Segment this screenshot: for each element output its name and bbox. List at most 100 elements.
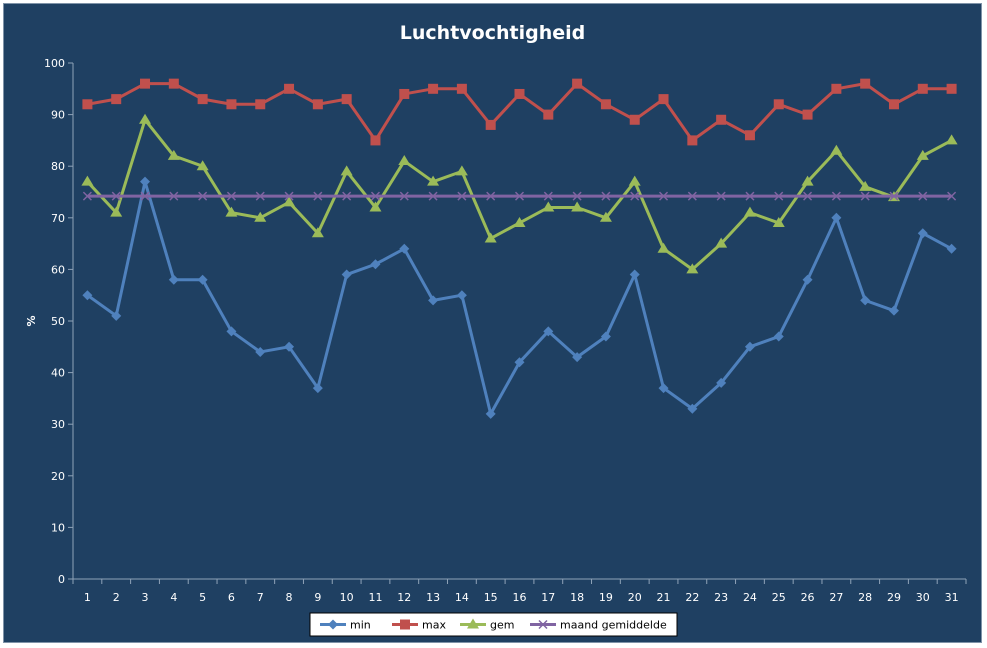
x-tick-label: 30	[916, 591, 930, 604]
data-point	[341, 269, 352, 280]
data-point	[686, 263, 699, 274]
data-point	[370, 191, 380, 201]
x-tick-label: 3	[142, 591, 149, 604]
x-tick-label: 24	[743, 591, 757, 604]
data-point	[600, 331, 611, 342]
data-point	[657, 242, 670, 253]
data-point	[226, 326, 237, 337]
legend-label: min	[350, 619, 371, 632]
series-line	[86, 180, 953, 416]
data-point	[772, 216, 785, 227]
data-point	[571, 201, 584, 212]
data-point	[917, 83, 928, 94]
data-point	[484, 232, 497, 243]
data-point	[542, 201, 555, 212]
x-tick-label: 13	[426, 591, 440, 604]
data-point	[398, 155, 411, 166]
data-point	[399, 88, 410, 99]
data-point	[543, 191, 553, 201]
series-maand-gemiddelde	[82, 191, 957, 201]
data-point	[254, 211, 267, 222]
legend-swatch-marker	[467, 618, 479, 629]
data-point	[167, 149, 180, 160]
data-point	[888, 99, 899, 110]
data-point	[659, 191, 669, 201]
data-point	[889, 191, 899, 201]
data-point	[831, 212, 842, 223]
data-point	[628, 175, 641, 186]
data-point	[255, 346, 266, 357]
data-point	[197, 274, 208, 285]
data-point	[513, 216, 526, 227]
data-point	[946, 83, 957, 94]
data-point	[831, 191, 841, 201]
data-point	[916, 149, 929, 160]
x-tick-label: 12	[397, 591, 411, 604]
data-point	[716, 191, 726, 201]
data-point	[600, 99, 611, 110]
data-point	[427, 175, 440, 186]
legend-swatch-marker	[538, 619, 548, 630]
x-tick-label: 5	[199, 591, 206, 604]
x-tick-label: 25	[772, 591, 786, 604]
x-tick-label: 21	[657, 591, 671, 604]
data-point	[140, 176, 151, 187]
y-tick-label: 50	[51, 315, 65, 328]
data-point	[111, 310, 122, 321]
y-tick-label: 0	[58, 573, 65, 586]
series-gem	[81, 113, 958, 274]
data-point	[225, 206, 238, 217]
data-point	[82, 290, 93, 301]
data-point	[745, 191, 755, 201]
data-point	[830, 144, 843, 155]
data-point	[947, 191, 957, 201]
data-point	[255, 99, 266, 110]
data-point	[687, 403, 698, 414]
data-point	[456, 83, 467, 94]
x-tick-label: 28	[858, 591, 872, 604]
x-tick-label: 9	[314, 591, 321, 604]
x-tick-label: 1	[84, 591, 91, 604]
data-point	[802, 274, 813, 285]
data-point	[629, 269, 640, 280]
y-tick-label: 100	[44, 57, 65, 70]
x-tick-label: 23	[714, 591, 728, 604]
chart-title: Luchtvochtigheid	[399, 22, 586, 44]
data-point	[859, 180, 872, 191]
x-tick-label: 19	[599, 591, 613, 604]
data-point	[283, 196, 296, 207]
data-point	[716, 114, 727, 125]
y-tick-label: 40	[51, 367, 65, 380]
data-point	[311, 227, 324, 238]
data-point	[715, 237, 728, 248]
data-point	[284, 83, 295, 94]
data-point	[744, 341, 755, 352]
legend-box	[309, 612, 678, 637]
data-point	[140, 78, 151, 89]
data-point	[773, 99, 784, 110]
data-point	[485, 119, 496, 130]
data-point	[658, 94, 669, 105]
data-point	[456, 290, 467, 301]
data-point	[226, 191, 236, 201]
series-layer	[81, 78, 958, 419]
data-point	[572, 78, 583, 89]
data-point	[687, 135, 698, 146]
data-point	[111, 191, 121, 201]
data-point	[687, 191, 697, 201]
data-point	[945, 134, 958, 145]
data-point	[946, 243, 957, 254]
data-point	[428, 191, 438, 201]
x-tick-label: 7	[257, 591, 264, 604]
x-tick-label: 29	[887, 591, 901, 604]
y-tick-label: 20	[51, 470, 65, 483]
data-point	[599, 211, 612, 222]
data-point	[455, 165, 468, 176]
legend: min max gem maand gemiddelde	[309, 612, 678, 637]
data-point	[773, 331, 784, 342]
data-point	[917, 228, 928, 239]
data-point	[111, 94, 122, 105]
data-point	[514, 191, 525, 201]
